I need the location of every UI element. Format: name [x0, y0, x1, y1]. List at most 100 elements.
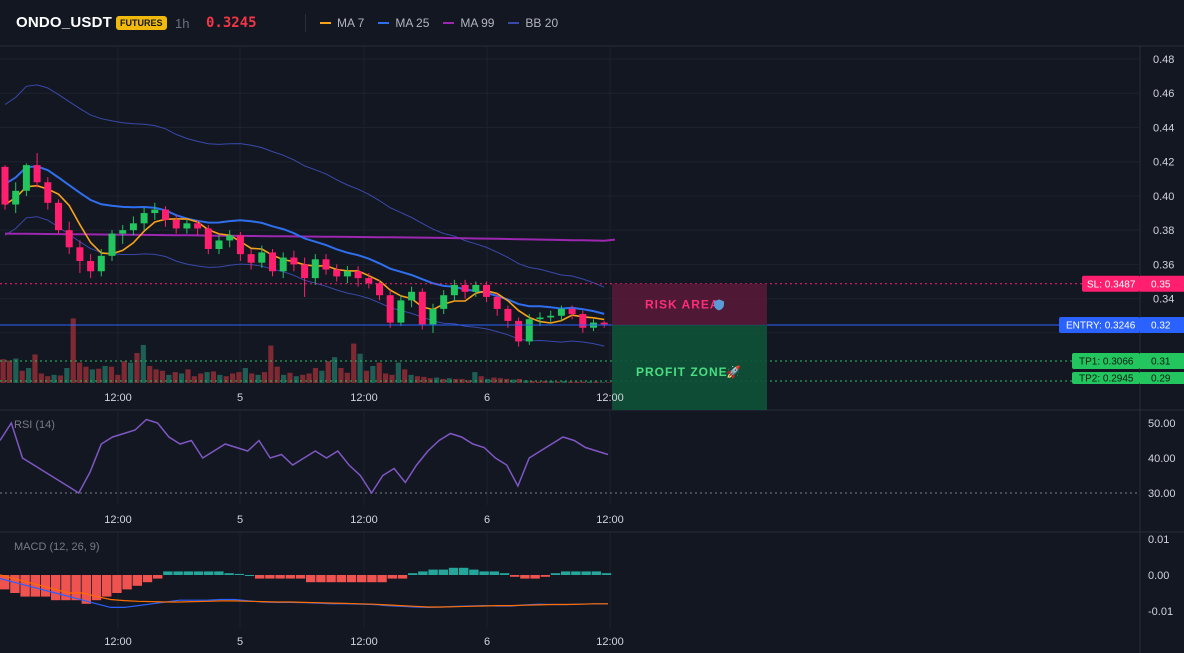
macd-histogram-bar: [336, 575, 346, 583]
volume-bar: [351, 343, 357, 383]
risk-area-zone[interactable]: [612, 283, 767, 326]
macd-histogram-bar: [0, 575, 10, 590]
macd-histogram-bar: [204, 571, 214, 575]
tp1-tag: TP1: 0.3066 0.31: [1072, 353, 1184, 369]
volume-bar: [319, 370, 325, 383]
rocket-icon: 🚀: [726, 365, 741, 379]
price-tick: 0.40: [1153, 191, 1174, 203]
candle-body: [119, 230, 127, 234]
time-tick: 12:00: [350, 514, 378, 526]
futures-badge: FUTURES: [116, 16, 167, 30]
macd-histogram-bar: [30, 575, 40, 597]
volume-bar: [465, 380, 472, 383]
candle-body: [183, 223, 191, 229]
volume-bar: [64, 368, 70, 383]
candle-body: [236, 235, 244, 255]
legend-label: BB 20: [525, 16, 559, 30]
ma25-swatch: [378, 22, 390, 24]
macd-histogram-bar: [530, 575, 540, 579]
candle-body: [493, 296, 501, 309]
symbol-name[interactable]: ONDO_USDT: [16, 14, 112, 31]
volume-bar: [395, 362, 401, 383]
candle-body: [386, 295, 394, 323]
volume-bar: [159, 370, 166, 383]
candle-body: [461, 284, 469, 292]
macd-tick: 0.01: [1148, 534, 1169, 546]
macd-histogram-bar: [91, 575, 102, 601]
candle-body: [333, 269, 341, 277]
volume-bar: [77, 362, 83, 383]
volume-bar: [529, 380, 535, 383]
rsi-pane: 50.00 40.00 30.00: [0, 418, 1176, 500]
legend-ma99[interactable]: MA 99: [443, 16, 494, 30]
tp2-tag: TP2: 0.2945 0.29: [1072, 372, 1184, 385]
candle-body: [408, 291, 416, 301]
legend-bb20[interactable]: BB 20: [508, 16, 558, 30]
macd-histogram-bar: [265, 575, 275, 579]
macd-histogram-bar: [244, 575, 255, 576]
macd-histogram-bar: [397, 575, 408, 579]
profit-zone[interactable]: [612, 325, 767, 410]
tp2-label: TP2: 0.2945: [1079, 374, 1134, 385]
candle-body: [311, 259, 319, 279]
legend-ma25[interactable]: MA 25: [378, 16, 429, 30]
time-tick: 5: [237, 392, 243, 404]
volume-bar: [172, 372, 178, 383]
entry-axis-value: 0.32: [1151, 321, 1171, 332]
candle-body: [365, 278, 373, 284]
volume-bar: [357, 353, 363, 383]
candle-body: [525, 319, 533, 342]
volume-bar: [217, 374, 223, 383]
macd-histogram-bar: [275, 575, 285, 579]
macd-histogram-bar: [153, 575, 163, 579]
volume-bar: [261, 372, 268, 383]
macd-histogram-bar: [510, 575, 520, 577]
interval-selector[interactable]: 1h: [175, 16, 190, 31]
time-tick: 12:00: [596, 392, 624, 404]
macd-histogram-bar: [387, 575, 397, 579]
profit-zone-label: PROFIT ZONE: [636, 365, 728, 379]
volume-bar: [108, 366, 115, 383]
macd-histogram-bar: [285, 575, 295, 579]
volume-bar: [300, 374, 306, 383]
macd-histogram-bar: [316, 575, 326, 583]
volume-bar: [51, 374, 57, 383]
macd-histogram-bar: [326, 575, 336, 583]
macd-histogram-bar: [520, 575, 530, 579]
candle-body: [429, 308, 437, 325]
sl-label: SL: 0.3487: [1087, 279, 1136, 290]
candle-body: [579, 314, 587, 328]
candle-body: [547, 315, 555, 318]
time-axis-rsi-pane: 12:00 5 12:00 6 12:00: [104, 514, 624, 526]
candle-body: [440, 295, 448, 309]
macd-pane: 0.01 0.00 -0.01: [0, 534, 1173, 618]
time-tick: 12:00: [350, 636, 378, 648]
candle-body: [65, 230, 73, 248]
candle-body: [226, 235, 234, 241]
volume-bar: [523, 380, 529, 383]
chart-header: ONDO_USDT FUTURES 1h 0.3245 MA 7 MA 25 M…: [0, 0, 1184, 46]
volume-bar: [204, 372, 210, 383]
candle-body: [536, 317, 544, 320]
candle-body: [418, 291, 426, 325]
candle-body: [151, 209, 159, 214]
volume-bar: [485, 378, 491, 383]
volume-bar: [179, 373, 185, 383]
volume-bar: [510, 379, 516, 383]
time-tick: 12:00: [350, 392, 378, 404]
candle-body: [376, 283, 383, 296]
time-tick: 5: [237, 636, 243, 648]
time-tick: 6: [484, 636, 490, 648]
volume-bar: [134, 353, 140, 383]
macd-histogram-bar: [581, 571, 591, 575]
macd-histogram-bar: [469, 569, 479, 575]
macd-histogram-bar: [377, 575, 387, 583]
macd-histogram-bar: [142, 575, 153, 583]
volume-bar: [421, 376, 427, 383]
rsi-line: [0, 418, 609, 495]
legend-label: MA 99: [460, 16, 495, 30]
price-axis[interactable]: 0.48 0.46 0.44 0.42 0.40 0.38 0.36 0.34: [1153, 54, 1174, 306]
legend-ma7[interactable]: MA 7: [320, 16, 364, 30]
candle-body: [44, 182, 52, 203]
